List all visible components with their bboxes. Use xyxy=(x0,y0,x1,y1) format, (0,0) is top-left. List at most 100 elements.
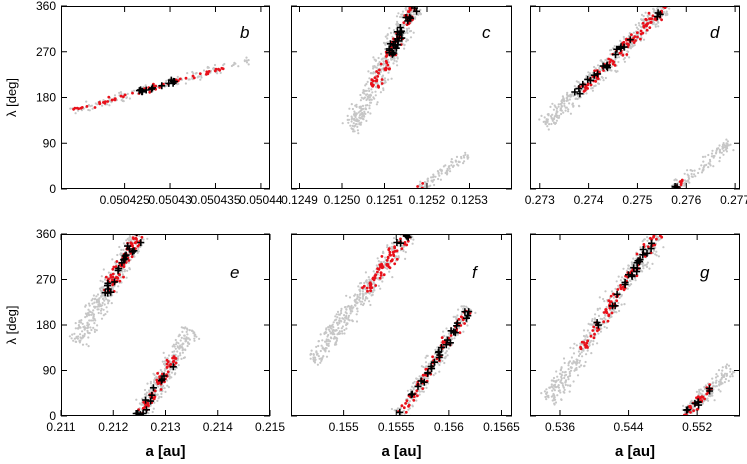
gray-point xyxy=(455,155,459,158)
gray-point xyxy=(156,393,159,396)
gray-point xyxy=(86,321,89,324)
gray-point xyxy=(129,235,132,238)
black-cross-point xyxy=(612,51,619,59)
gray-point xyxy=(116,253,119,257)
red-point xyxy=(449,334,453,337)
gray-point xyxy=(574,368,577,371)
gray-point xyxy=(95,295,98,298)
gray-point xyxy=(546,395,549,398)
black-cross-point xyxy=(124,242,132,250)
gray-point xyxy=(160,386,164,389)
gray-point xyxy=(572,380,575,383)
gray-point xyxy=(337,332,340,335)
gray-point xyxy=(176,358,179,362)
gray-point xyxy=(553,121,556,124)
gray-point xyxy=(374,94,377,97)
gray-point xyxy=(554,401,558,404)
gray-point xyxy=(318,357,321,360)
gray-point xyxy=(185,327,189,330)
x-tick-label: 0.211 xyxy=(46,420,75,434)
gray-point xyxy=(704,155,707,158)
black-cross-point xyxy=(158,82,166,90)
red-point xyxy=(380,82,384,85)
gray-point xyxy=(347,304,350,308)
gray-point xyxy=(118,245,121,249)
gray-point xyxy=(375,264,378,267)
gray-point xyxy=(140,403,143,406)
gray-point xyxy=(390,58,393,61)
black-cross-point xyxy=(447,327,455,335)
gray-point xyxy=(198,337,201,340)
y-tick-label: 0 xyxy=(49,182,56,196)
gray-point xyxy=(316,363,319,366)
black-cross-point xyxy=(148,85,156,93)
gray-point xyxy=(96,305,99,308)
gray-point xyxy=(247,63,250,66)
gray-point xyxy=(119,91,123,94)
gray-point xyxy=(464,153,467,156)
gray-point xyxy=(126,92,129,95)
gray-point xyxy=(350,120,353,123)
gray-point xyxy=(618,291,621,294)
gray-point xyxy=(553,104,556,107)
red-point xyxy=(370,286,374,289)
gray-point xyxy=(332,326,335,329)
black-cross-point xyxy=(414,382,422,390)
red-point xyxy=(608,306,612,310)
gray-point xyxy=(406,31,409,35)
gray-point xyxy=(698,167,701,170)
gray-point xyxy=(573,361,576,364)
gray-point xyxy=(418,183,421,186)
red-point xyxy=(412,395,416,399)
gray-point xyxy=(376,273,379,276)
data-points-f xyxy=(309,234,477,416)
gray-point xyxy=(92,294,95,297)
black-cross-point xyxy=(420,378,428,386)
gray-point xyxy=(630,41,634,45)
gray-point xyxy=(637,22,641,25)
gray-point xyxy=(677,190,679,192)
gray-point xyxy=(689,401,692,404)
gray-point xyxy=(627,264,630,267)
gray-point xyxy=(710,392,714,395)
gray-point xyxy=(709,164,712,167)
gray-point xyxy=(181,349,184,352)
gray-point xyxy=(338,317,341,320)
gray-point xyxy=(639,246,642,249)
gray-point xyxy=(562,357,566,360)
gray-point xyxy=(377,56,380,60)
gray-point xyxy=(335,339,338,342)
black-cross-point xyxy=(444,336,451,344)
gray-point xyxy=(333,333,336,336)
gray-point xyxy=(567,378,570,381)
gray-point xyxy=(367,276,370,279)
gray-point xyxy=(702,160,705,163)
gray-point xyxy=(654,246,657,249)
gray-point xyxy=(71,333,74,336)
black-cross-point xyxy=(402,234,410,240)
data-points-g xyxy=(540,234,736,416)
gray-point xyxy=(183,334,186,337)
gray-point xyxy=(431,179,434,182)
red-point xyxy=(645,18,648,22)
red-point xyxy=(146,401,150,405)
gray-point xyxy=(357,285,360,288)
gray-point xyxy=(365,89,368,92)
gray-point xyxy=(460,305,463,308)
gray-point xyxy=(202,69,206,72)
gray-point xyxy=(582,329,586,332)
gray-point xyxy=(127,261,130,264)
gray-point xyxy=(382,88,385,92)
gray-point xyxy=(543,116,546,119)
gray-point xyxy=(91,319,95,322)
gray-point xyxy=(324,349,327,352)
gray-point xyxy=(591,318,594,321)
black-cross-point xyxy=(575,85,583,93)
black-cross-point xyxy=(706,387,714,395)
gray-point xyxy=(642,38,646,41)
gray-point xyxy=(368,77,371,80)
gray-point xyxy=(402,409,405,412)
gray-point xyxy=(642,262,645,265)
red-point xyxy=(636,31,639,34)
gray-point xyxy=(356,310,359,313)
